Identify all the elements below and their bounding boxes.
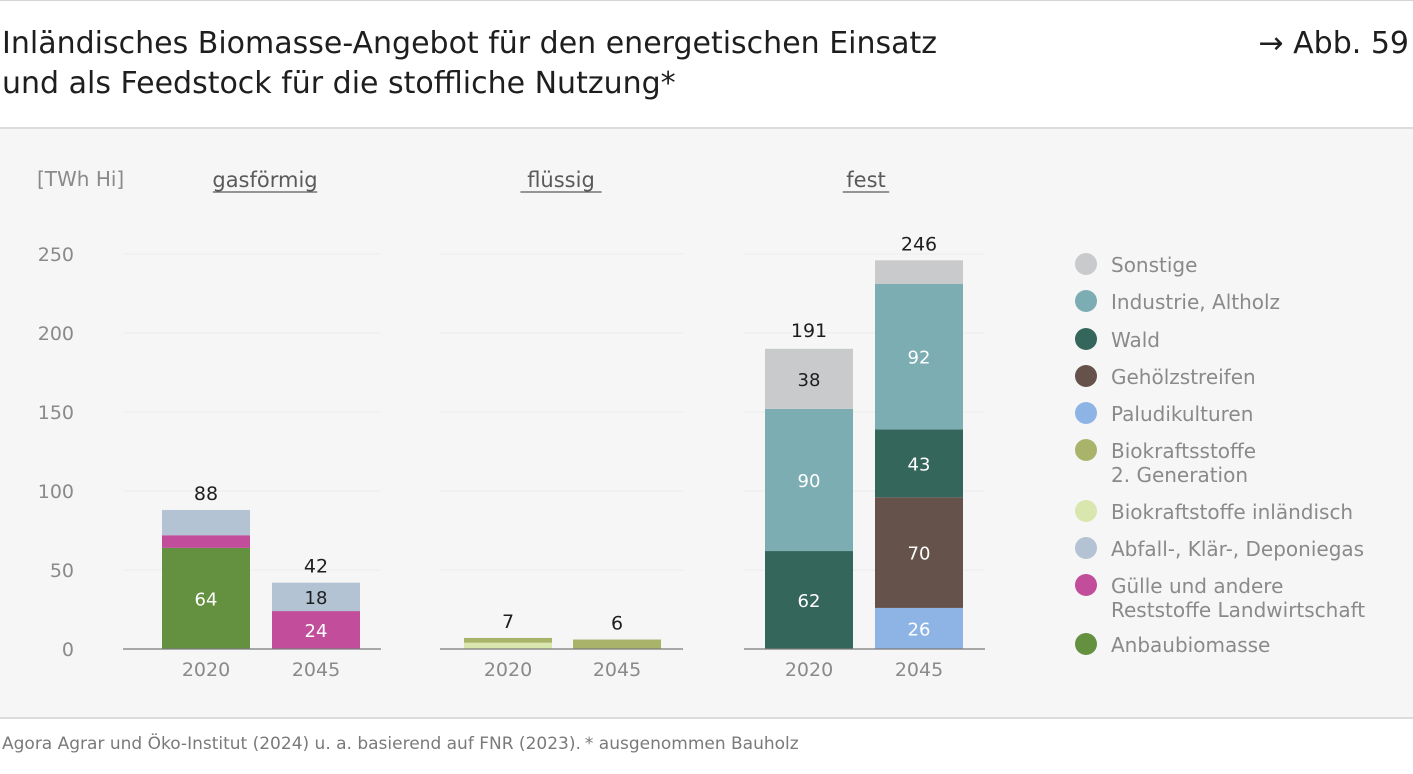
total-label: 6	[611, 613, 623, 635]
x-tick-label: 2045	[593, 659, 641, 681]
segment-label: 70	[908, 544, 931, 565]
legend-label-line: Abfall-, Klär-, Deponiegas	[1111, 537, 1365, 561]
segment-label: 92	[908, 348, 931, 369]
segment-label: 64	[195, 589, 218, 610]
bar-segment	[765, 551, 853, 649]
legend-label-line: Wald	[1111, 328, 1161, 352]
top-rule	[0, 0, 1413, 1]
bar-segment	[765, 408, 853, 552]
legend-swatch	[1075, 290, 1097, 312]
legend-item: Gehölzstreifen	[1075, 365, 1401, 389]
legend-label-line: Industrie, Altholz	[1111, 290, 1281, 314]
y-tick-label: 100	[38, 481, 74, 503]
legend-label: Paludikulturen	[1111, 402, 1401, 426]
legend-item: Sonstige	[1075, 253, 1401, 277]
legend-swatch	[1075, 402, 1097, 424]
legend-swatch	[1075, 633, 1097, 655]
legend-swatch	[1075, 500, 1097, 522]
legend-item: Anbaubiomasse	[1075, 633, 1401, 657]
legend-label: Gülle und andere Reststoffe Landwirtschaf…	[1111, 574, 1401, 622]
legend-item: Industrie, Altholz	[1075, 290, 1401, 314]
bar-segment	[162, 509, 250, 536]
legend-item: Biokraftstoffe inländisch	[1075, 500, 1401, 524]
legend-item: Wald	[1075, 328, 1401, 352]
chart-title: Inländisches Biomasse-Angebot für den en…	[2, 24, 1002, 104]
x-tick-label: 2045	[292, 659, 340, 681]
y-tick-label: 0	[62, 639, 74, 661]
legend-label-line: Sonstige	[1111, 253, 1198, 277]
bar-segment	[875, 497, 963, 608]
legend-swatch	[1075, 253, 1097, 275]
legend-label-line: Gehölzstreifen	[1111, 365, 1256, 389]
legend-item: Paludikulturen	[1075, 402, 1401, 426]
total-label: 88	[194, 483, 218, 505]
legend-label: Abfall-, Klär-, Deponiegas	[1111, 537, 1401, 561]
legend-label: Sonstige	[1111, 253, 1401, 277]
legend-label: Wald	[1111, 328, 1401, 352]
segment-label: 24	[305, 621, 328, 642]
segment-label: 38	[798, 370, 821, 391]
legend-item: Biokraftsstoffe 2. Generation	[1075, 439, 1401, 487]
legend-swatch	[1075, 328, 1097, 350]
legend-label-line: Reststoffe Landwirtschaft	[1111, 598, 1366, 622]
y-tick-label: 200	[38, 323, 74, 345]
legend-label-line: Gülle und andere	[1111, 574, 1284, 598]
footnote: * ausgenommen Bauholz	[584, 734, 799, 754]
legend-label: Biokraftsstoffe 2. Generation	[1111, 439, 1401, 487]
legend-label: Industrie, Altholz	[1111, 290, 1401, 314]
bar-segment	[162, 547, 250, 649]
group-title: fest	[846, 168, 886, 192]
y-tick-label: 250	[38, 244, 74, 266]
bar-segment	[875, 607, 963, 649]
legend-swatch	[1075, 537, 1097, 559]
x-tick-label: 2045	[895, 659, 943, 681]
legend-swatch	[1075, 574, 1097, 596]
source-note: Agora Agrar und Öko-Institut (2024) u. a…	[2, 734, 581, 754]
legend-label-line: Biokraftsstoffe	[1111, 439, 1257, 463]
legend-swatch	[1075, 365, 1097, 387]
total-label: 42	[304, 556, 328, 578]
total-label: 246	[901, 233, 937, 255]
y-tick-label: 50	[50, 560, 74, 582]
legend-label-line: Anbaubiomasse	[1111, 633, 1271, 657]
legend-label: Anbaubiomasse	[1111, 633, 1401, 657]
total-label: 7	[502, 611, 514, 633]
unit-label: [TWh Hi]	[37, 167, 124, 191]
bar-segment	[464, 637, 552, 643]
x-tick-label: 2020	[785, 659, 833, 681]
legend-item: Gülle und andere Reststoffe Landwirtschaf…	[1075, 574, 1401, 622]
legend-label-line: Paludikulturen	[1111, 402, 1254, 426]
group-title: gasförmig	[212, 168, 317, 192]
title-line-2: und als Feedstock für die stoffliche Nut…	[2, 66, 676, 101]
segment-label: 43	[908, 454, 931, 475]
legend-label: Gehölzstreifen	[1111, 365, 1401, 389]
group-title: flüssig	[527, 168, 595, 192]
bar-segment	[765, 348, 853, 409]
bar-segment	[875, 260, 963, 285]
bar-segment	[573, 639, 661, 649]
bar-segment	[875, 429, 963, 498]
legend-label: Biokraftstoffe inländisch	[1111, 500, 1401, 524]
segment-label: 90	[798, 471, 821, 492]
total-label: 191	[791, 320, 827, 342]
segment-label: 62	[798, 591, 821, 612]
legend-swatch	[1075, 439, 1097, 461]
footer: Agora Agrar und Öko-Institut (2024) u. a…	[2, 734, 803, 754]
legend-item: Abfall-, Klär-, Deponiegas	[1075, 537, 1401, 561]
bar-segment	[464, 642, 552, 649]
bar-segment	[875, 284, 963, 430]
figure-reference: → Abb. 59	[1258, 26, 1409, 61]
y-tick-label: 150	[38, 402, 74, 424]
bar-segment	[272, 582, 360, 612]
bar-segment	[162, 535, 250, 548]
segment-label: 26	[908, 619, 931, 640]
x-tick-label: 2020	[484, 659, 532, 681]
title-line-1: Inländisches Biomasse-Angebot für den en…	[2, 26, 938, 61]
x-tick-label: 2020	[182, 659, 230, 681]
legend-label-line: 2. Generation	[1111, 463, 1249, 487]
bar-segment	[272, 611, 360, 649]
segment-label: 18	[305, 588, 328, 609]
legend-label-line: Biokraftstoffe inländisch	[1111, 500, 1354, 524]
